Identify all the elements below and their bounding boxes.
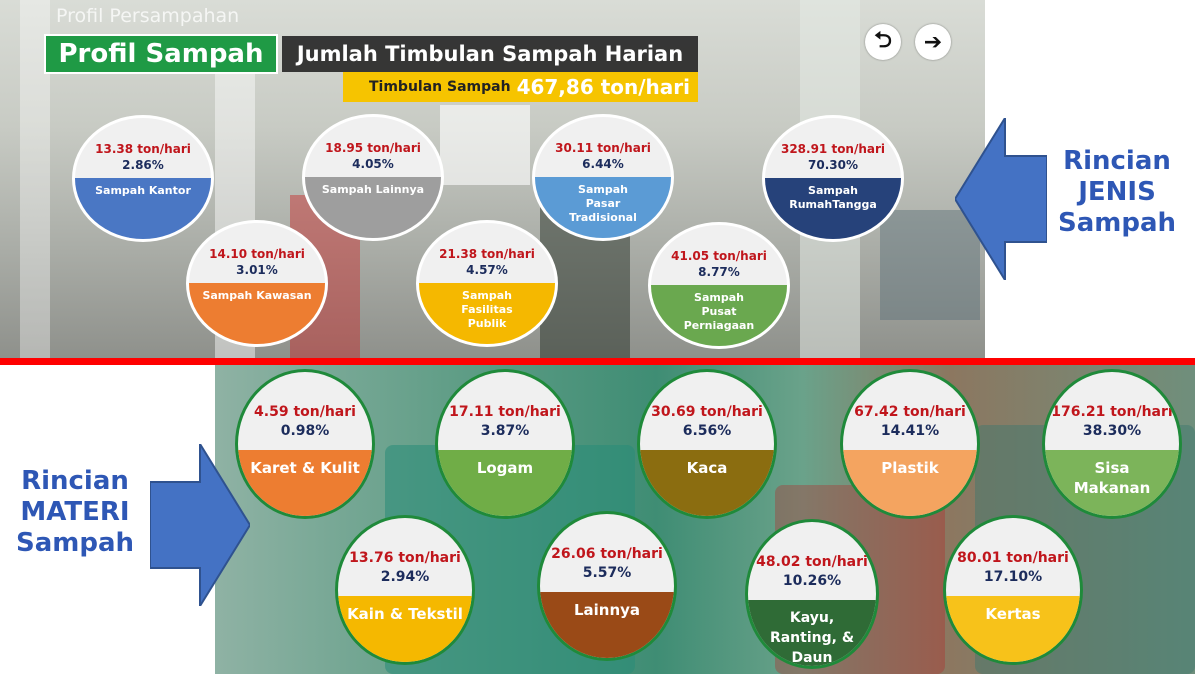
materi-circle-logam[interactable]: 17.11 ton/hari 3.87% Logam xyxy=(435,369,575,519)
materi-band: Karet & Kulit xyxy=(238,450,372,516)
jenis-label-line: JENIS xyxy=(1078,177,1156,207)
materi-ton: 13.76 ton/hari xyxy=(349,550,461,566)
materi-label-line: MATERI xyxy=(20,497,130,527)
materi-side-label: Rincian MATERI Sampah xyxy=(0,466,150,559)
jenis-circle-kawasan[interactable]: 14.10 ton/hari 3.01% Sampah Kawasan xyxy=(186,220,328,347)
jenis-side-label: Rincian JENIS Sampah xyxy=(1042,146,1192,239)
materi-ton: 26.06 ton/hari xyxy=(551,546,663,562)
forward-arrow-icon: ➔ xyxy=(923,29,943,55)
jenis-circle-pasar[interactable]: 30.11 ton/hari 6.44% Sampah Pasar Tradis… xyxy=(532,114,674,241)
materi-circle-plastik[interactable]: 67.42 ton/hari 14.41% Plastik xyxy=(840,369,980,519)
materi-pct: 0.98% xyxy=(280,423,330,439)
left-pointing-arrow-icon xyxy=(955,118,1047,280)
materi-pct: 5.57% xyxy=(582,565,632,581)
materi-circle-kaca[interactable]: 30.69 ton/hari 6.56% Kaca xyxy=(637,369,777,519)
materi-pct: 14.41% xyxy=(880,423,940,439)
jenis-pct: 8.77% xyxy=(698,265,740,279)
materi-ton: 48.02 ton/hari xyxy=(756,554,868,570)
subtitle-bar: Jumlah Timbulan Sampah Harian xyxy=(282,36,698,72)
ghost-title: Profil Persampahan xyxy=(56,5,240,27)
main-title: Profil Sampah xyxy=(44,34,278,74)
total-bar: Timbulan Sampah 467,86 ton/hari xyxy=(343,72,698,102)
jenis-circle-pusat-perniagaan[interactable]: 41.05 ton/hari 8.77% Sampah Pusat Pernia… xyxy=(648,222,790,349)
materi-band: Logam xyxy=(438,450,572,516)
back-arrow-icon: ⮌ xyxy=(874,28,892,53)
materi-circle-kain-tekstil[interactable]: 13.76 ton/hari 2.94% Kain & Tekstil xyxy=(335,515,475,665)
jenis-circle-rumahtangga[interactable]: 328.91 ton/hari 70.30% Sampah RumahTangg… xyxy=(762,115,904,242)
jenis-pct: 4.57% xyxy=(466,263,508,277)
jenis-band: Sampah Kantor xyxy=(75,178,211,239)
section-divider xyxy=(0,358,1195,365)
jenis-ton: 21.38 ton/hari xyxy=(439,247,535,261)
jenis-pct: 2.86% xyxy=(122,158,164,172)
jenis-pct: 70.30% xyxy=(808,158,858,172)
materi-circle-kertas[interactable]: 80.01 ton/hari 17.10% Kertas xyxy=(943,515,1083,665)
materi-ton: 80.01 ton/hari xyxy=(957,550,1069,566)
materi-pct: 38.30% xyxy=(1082,423,1142,439)
jenis-ton: 13.38 ton/hari xyxy=(95,142,191,156)
materi-label-line: Rincian xyxy=(21,466,129,496)
jenis-ton: 30.11 ton/hari xyxy=(555,141,651,155)
materi-pct: 6.56% xyxy=(682,423,732,439)
materi-ton: 30.69 ton/hari xyxy=(651,404,763,420)
jenis-panel: Profil Persampahan Profil Sampah Jumlah … xyxy=(0,0,985,360)
materi-pct: 10.26% xyxy=(782,573,842,589)
jenis-circle-fasilitas-publik[interactable]: 21.38 ton/hari 4.57% Sampah Fasilitas Pu… xyxy=(416,220,558,347)
jenis-pct: 4.05% xyxy=(352,157,394,171)
materi-band: Lainnya xyxy=(540,592,674,658)
jenis-band: Sampah Kawasan xyxy=(189,283,325,344)
materi-panel: 4.59 ton/hari 0.98% Karet & Kulit 17.11 … xyxy=(215,365,1195,674)
jenis-band: Sampah RumahTangga xyxy=(765,178,901,239)
materi-pct: 17.10% xyxy=(983,569,1043,585)
jenis-band: Sampah Lainnya xyxy=(305,177,441,238)
jenis-ton: 41.05 ton/hari xyxy=(671,249,767,263)
total-value: 467,86 ton/hari xyxy=(516,75,690,99)
materi-band: Kayu, Ranting, & Daun xyxy=(748,600,876,666)
materi-band: Kain & Tekstil xyxy=(338,596,472,662)
materi-band: Kertas xyxy=(946,596,1080,662)
total-label: Timbulan Sampah xyxy=(368,79,511,95)
jenis-ton: 18.95 ton/hari xyxy=(325,141,421,155)
jenis-circle-kantor[interactable]: 13.38 ton/hari 2.86% Sampah Kantor xyxy=(72,115,214,242)
materi-circle-karet-kulit[interactable]: 4.59 ton/hari 0.98% Karet & Kulit xyxy=(235,369,375,519)
materi-ton: 67.42 ton/hari xyxy=(854,404,966,420)
jenis-ton: 14.10 ton/hari xyxy=(209,247,305,261)
materi-circle-lainnya[interactable]: 26.06 ton/hari 5.57% Lainnya xyxy=(537,511,677,661)
materi-ton: 176.21 ton/hari xyxy=(1051,404,1173,420)
right-pointing-arrow-icon xyxy=(150,444,250,606)
jenis-circle-lainnya[interactable]: 18.95 ton/hari 4.05% Sampah Lainnya xyxy=(302,114,444,241)
materi-label-line: Sampah xyxy=(15,528,135,558)
jenis-band: Sampah Pasar Tradisional xyxy=(535,177,671,238)
materi-band: Sisa Makanan xyxy=(1045,450,1179,516)
jenis-band: Sampah Pusat Perniagaan xyxy=(651,285,787,346)
jenis-pct: 6.44% xyxy=(582,157,624,171)
forward-arrow-button[interactable]: ➔ xyxy=(915,24,951,60)
jenis-label-line: Rincian xyxy=(1063,146,1171,176)
jenis-ton: 328.91 ton/hari xyxy=(780,142,886,156)
materi-ton: 17.11 ton/hari xyxy=(449,404,561,420)
materi-band: Kaca xyxy=(640,450,774,516)
jenis-band: Sampah Fasilitas Publik xyxy=(419,283,555,344)
materi-pct: 3.87% xyxy=(480,423,530,439)
jenis-pct: 3.01% xyxy=(236,263,278,277)
materi-ton: 4.59 ton/hari xyxy=(254,404,356,420)
materi-circle-sisa-makanan[interactable]: 176.21 ton/hari 38.30% Sisa Makanan xyxy=(1042,369,1182,519)
back-arrow-button[interactable]: ⮌ xyxy=(865,24,901,60)
jenis-label-line: Sampah xyxy=(1057,208,1177,238)
materi-circle-kayu-ranting-daun[interactable]: 48.02 ton/hari 10.26% Kayu, Ranting, & D… xyxy=(745,519,879,669)
materi-pct: 2.94% xyxy=(380,569,430,585)
materi-band: Plastik xyxy=(843,450,977,516)
